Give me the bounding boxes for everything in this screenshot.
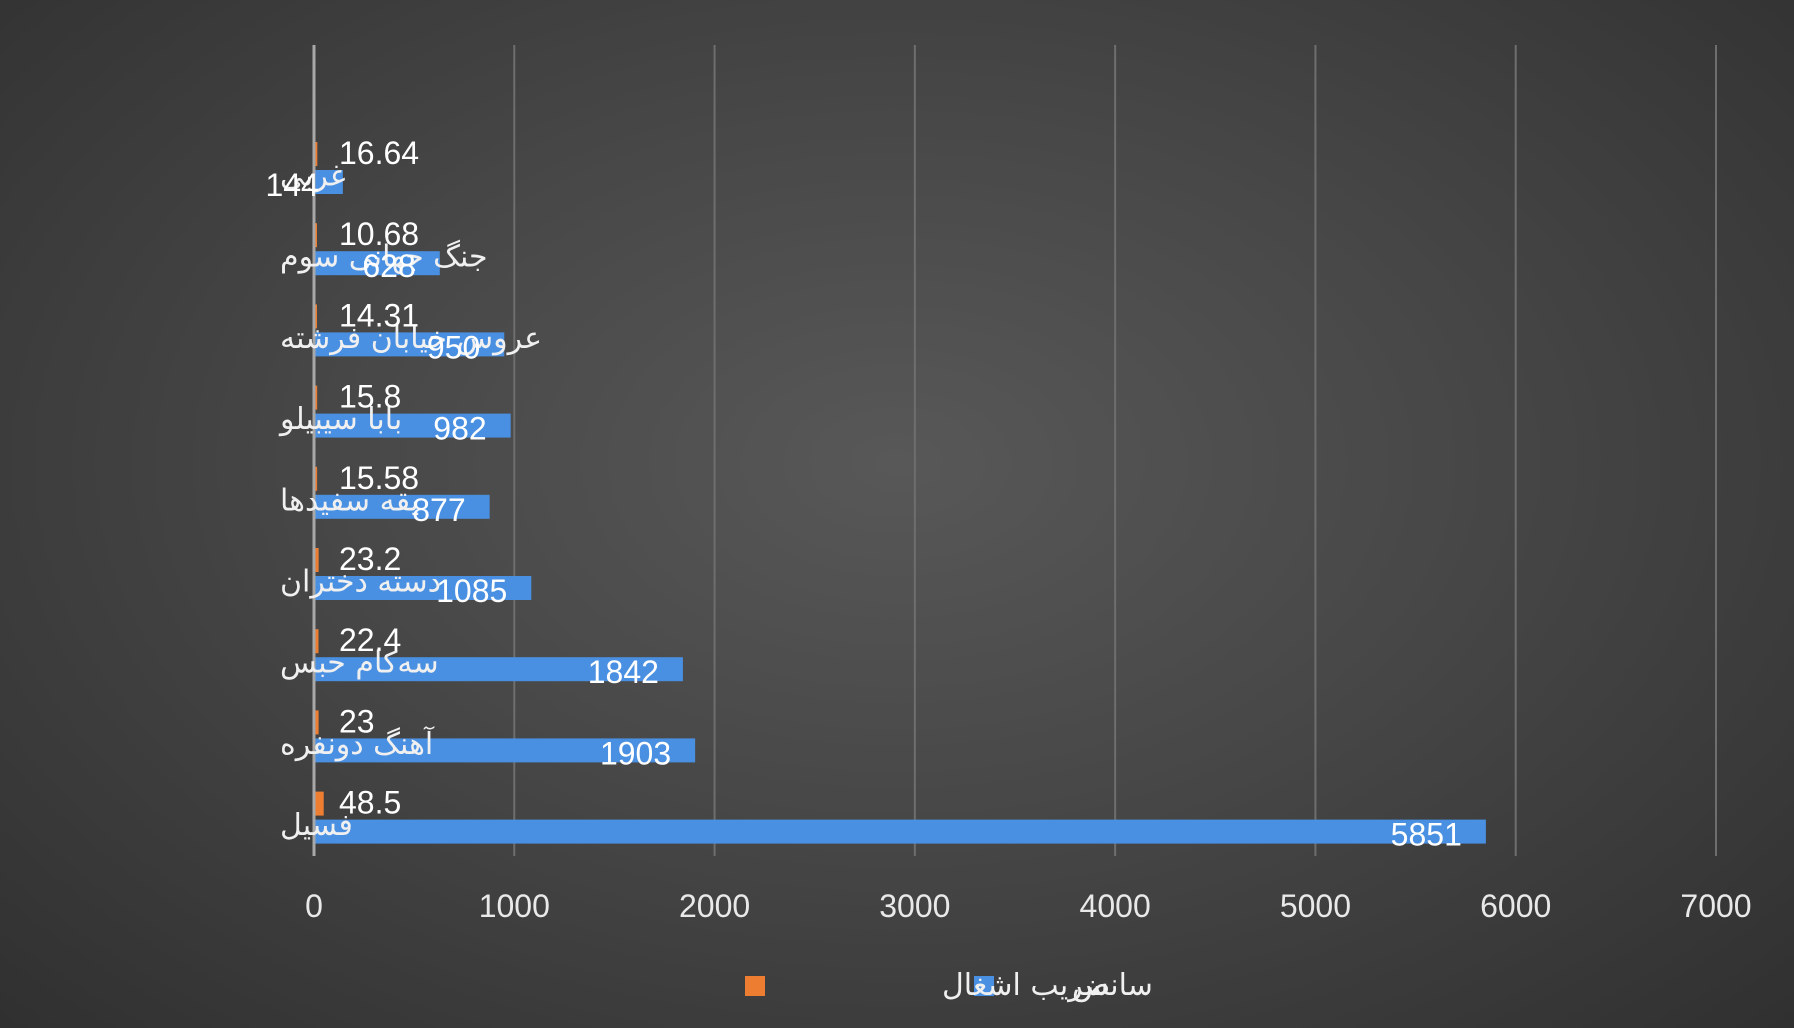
bar-occupancy <box>314 629 319 654</box>
data-label-occupancy: 15.58 <box>339 460 419 496</box>
bar-occupancy <box>314 791 324 816</box>
legend-swatch-occupancy <box>745 976 765 996</box>
category-label: آهنگ دونفره <box>280 726 435 762</box>
bar-sessions <box>314 494 490 519</box>
x-axis-ticks: 0 1000 2000 3000 4000 5000 6000 7000 <box>305 888 1751 924</box>
x-tick-label: 5000 <box>1280 888 1351 924</box>
data-label-occupancy: 16.64 <box>339 135 419 171</box>
category-label: بابا سیبیلو <box>278 402 402 437</box>
data-label-sessions: 5851 <box>1391 817 1462 853</box>
bar-occupancy <box>314 142 318 166</box>
bar-occupancy <box>314 710 319 735</box>
bar-sessions <box>314 332 505 357</box>
x-tick-label: 7000 <box>1680 888 1751 924</box>
x-tick-label: 1000 <box>479 888 550 924</box>
category-labels: غربی جنگ جهانی سوم عروس خیابان فرشته بابا س… <box>278 159 542 844</box>
category-label: عروس خیابان فرشته <box>280 321 542 356</box>
category-label: جنگ جهانی سوم <box>280 240 488 275</box>
data-label-occupancy: 22.4 <box>339 622 401 658</box>
bars <box>314 142 1486 844</box>
bar-occupancy <box>314 466 318 491</box>
data-label-sessions: 144 <box>265 167 318 203</box>
bar-sessions <box>314 251 440 276</box>
bar-sessions <box>314 170 343 194</box>
bar-sessions <box>314 819 1486 844</box>
data-label-sessions: 1085 <box>436 573 507 609</box>
x-tick-label: 2000 <box>679 888 750 924</box>
bar-occupancy <box>314 385 318 410</box>
category-label: غربی <box>280 159 346 194</box>
bar-occupancy <box>314 548 319 572</box>
bar-sessions <box>314 413 511 438</box>
data-label-occupancy: 10.68 <box>339 216 419 252</box>
x-tick-label: 6000 <box>1480 888 1551 924</box>
category-label: فسیل <box>280 808 353 843</box>
data-label-occupancy: 23 <box>339 703 375 739</box>
data-label-occupancy: 14.31 <box>339 297 419 333</box>
data-label-occupancy: 15.8 <box>339 379 401 415</box>
bar-sessions <box>314 576 532 600</box>
bar-sessions <box>314 738 696 763</box>
x-tick-label: 3000 <box>879 888 950 924</box>
data-label-sessions: 628 <box>362 248 415 284</box>
gridlines <box>513 45 1717 856</box>
data-label-occupancy: 48.5 <box>339 785 401 821</box>
category-label: سه‌کام حبس <box>280 646 439 681</box>
category-label: دسته دختران <box>280 565 441 600</box>
data-label-sessions: 877 <box>412 492 465 528</box>
category-label: یقه سفیدها <box>280 483 419 518</box>
x-tick-label: 0 <box>305 888 323 924</box>
data-label-sessions: 982 <box>433 411 486 447</box>
data-label-sessions: 950 <box>427 329 480 365</box>
legend-swatch-sessions <box>974 976 994 996</box>
bar-sessions <box>314 657 683 682</box>
legend-label-sessions: سانس <box>1072 968 1153 1003</box>
x-tick-label: 4000 <box>1080 888 1151 924</box>
legend-label-occupancy: ضریب اشغال <box>942 968 1110 1003</box>
data-label-sessions: 1903 <box>600 735 671 771</box>
data-label-occupancy: 23.2 <box>339 541 401 577</box>
data-label-sessions: 1842 <box>588 654 659 690</box>
